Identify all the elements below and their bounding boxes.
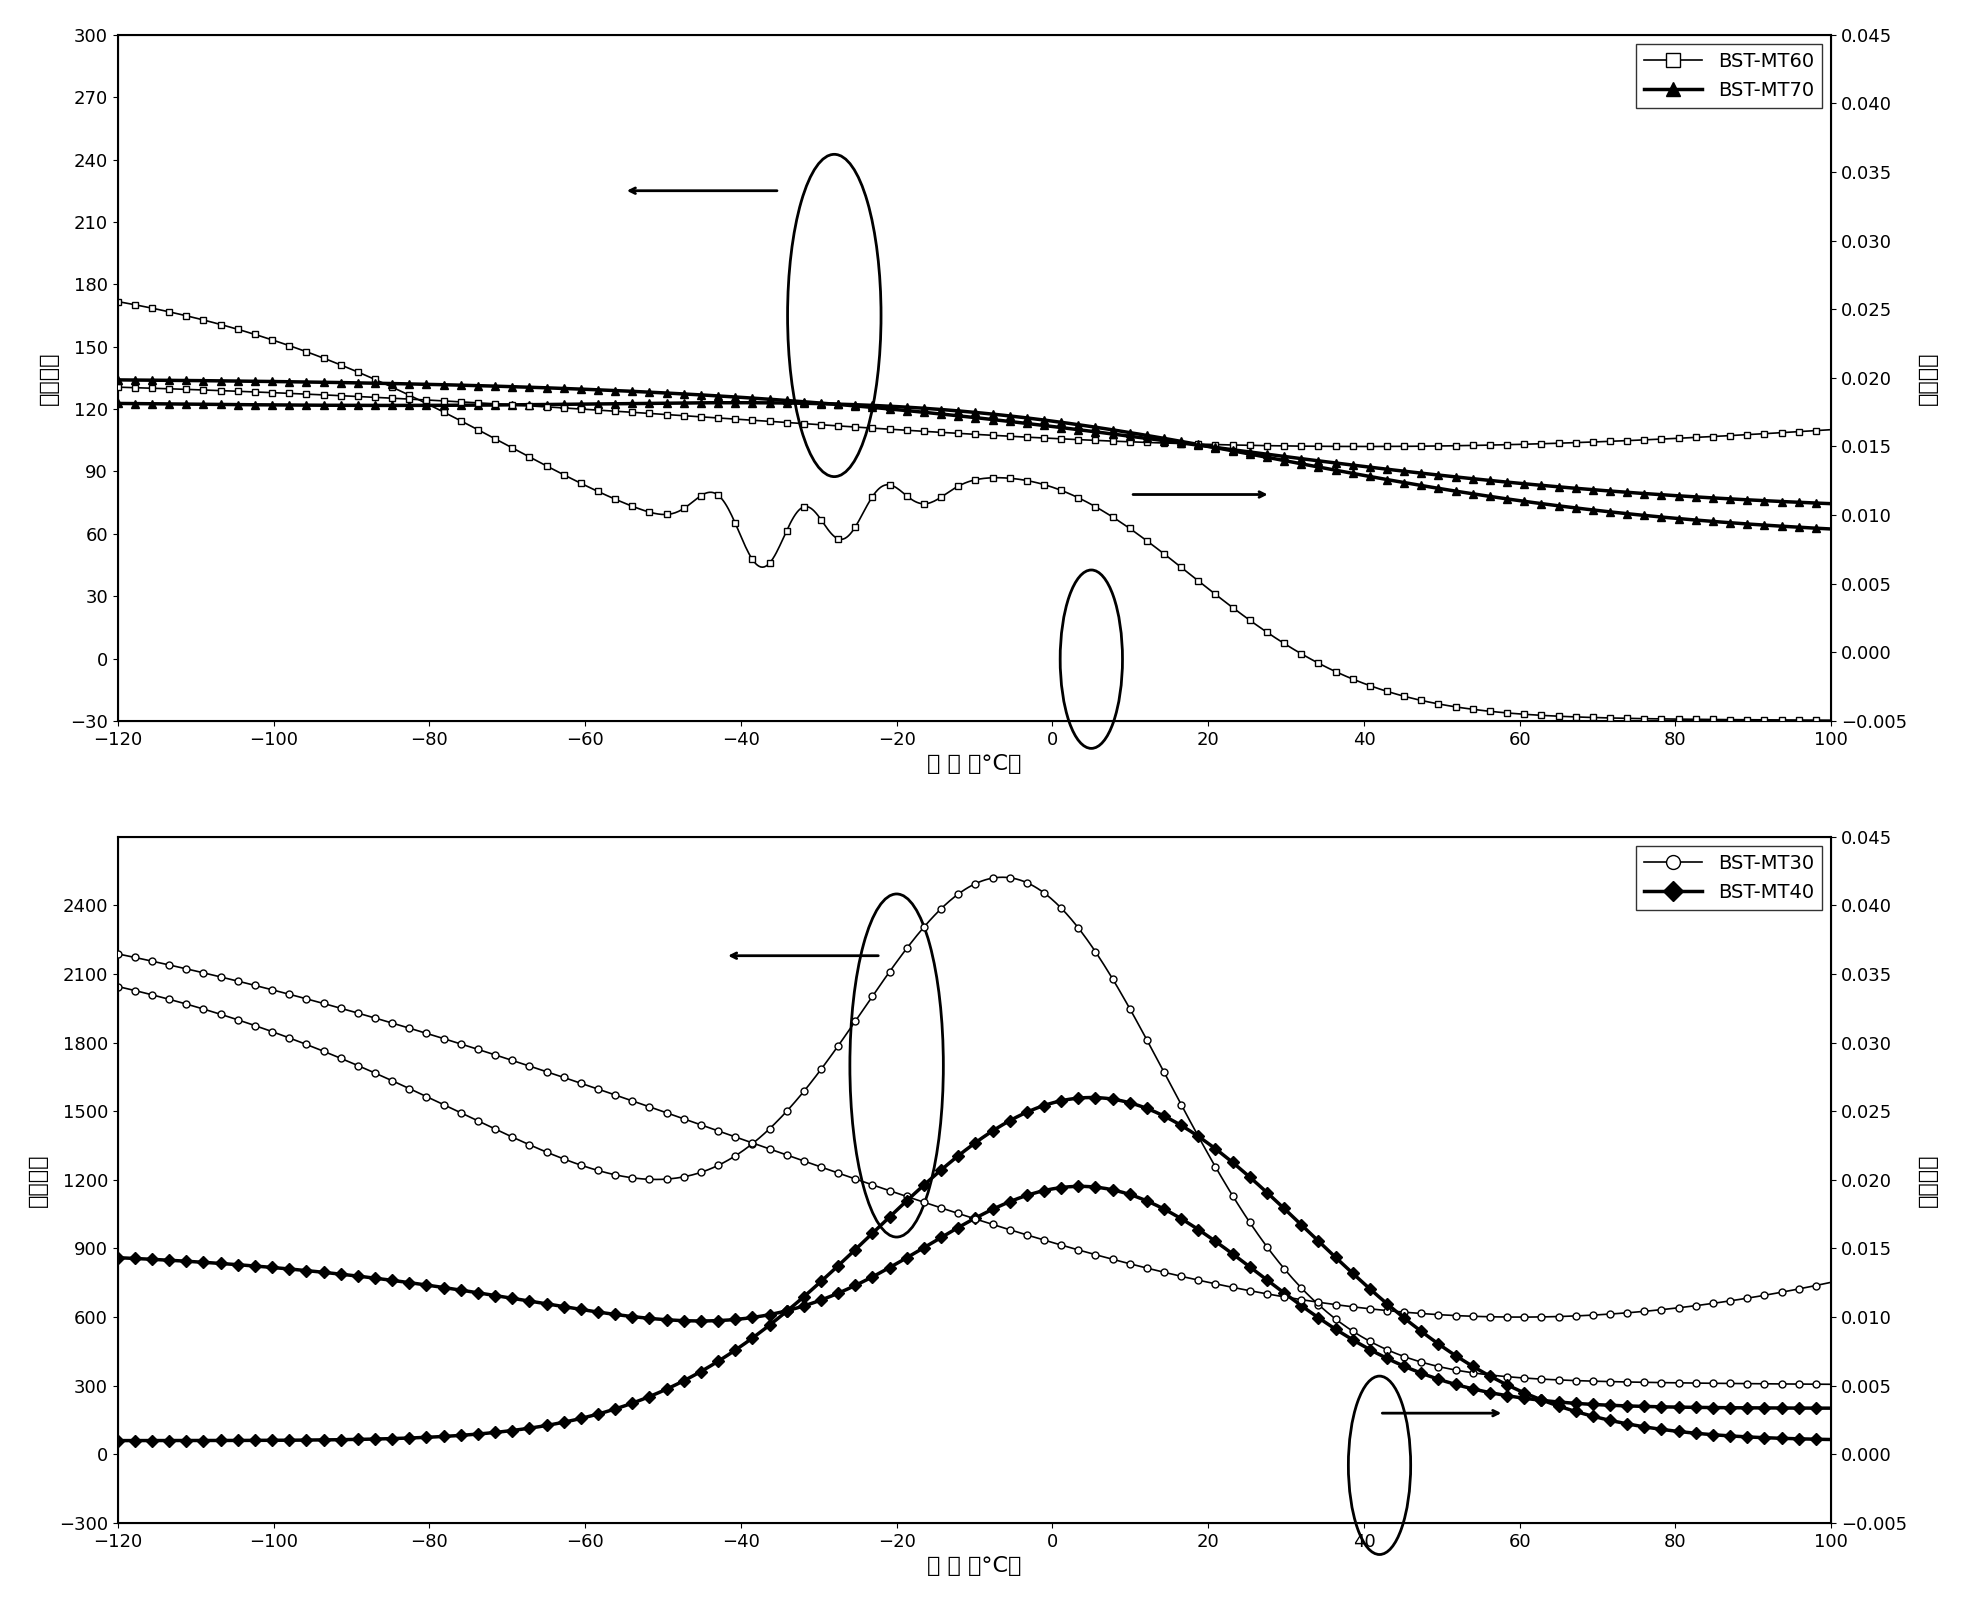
X-axis label: 温 度 （°C）: 温 度 （°C）: [928, 754, 1022, 775]
Legend: BST-MT60, BST-MT70: BST-MT60, BST-MT70: [1636, 45, 1822, 107]
Y-axis label: 介电常数: 介电常数: [39, 351, 59, 404]
Y-axis label: 介电损耗: 介电损耗: [1919, 351, 1938, 404]
Legend: BST-MT30, BST-MT40: BST-MT30, BST-MT40: [1636, 847, 1822, 909]
Y-axis label: 介电损耗: 介电损耗: [1919, 1153, 1938, 1206]
X-axis label: 温 度 （°C）: 温 度 （°C）: [928, 1556, 1022, 1577]
Y-axis label: 介电常数: 介电常数: [28, 1153, 47, 1206]
